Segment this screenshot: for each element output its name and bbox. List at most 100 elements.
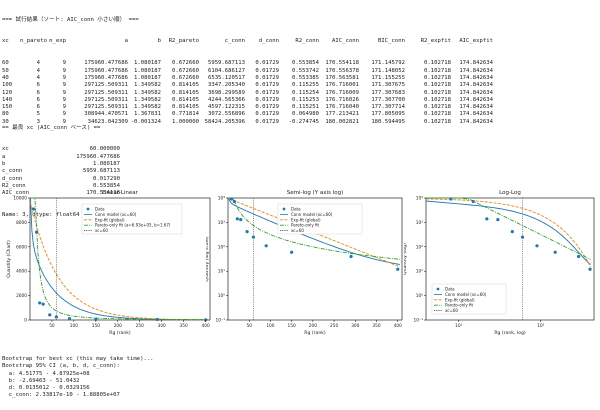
col-header-c_conn: c_conn xyxy=(224,38,245,45)
col-header-R2_pareto: R2_pareto xyxy=(168,38,199,45)
table-cell: 0.102718 xyxy=(424,96,451,103)
y-tick-label: 10000 xyxy=(13,196,27,202)
table-cell: 180.002821 xyxy=(325,118,359,125)
best-value: 5959.687113 xyxy=(82,168,120,175)
table-cell: 176.716009 xyxy=(325,89,359,96)
bootstrap-line: d: 0.0135012 - 0.0329156 xyxy=(2,385,90,392)
data-point xyxy=(48,313,52,317)
legend-label: Pareto-only fit xyxy=(291,223,320,228)
table-cell: 170.563581 xyxy=(325,74,359,81)
col-header-xc: xc xyxy=(2,38,9,45)
table-cell: 60 xyxy=(2,60,9,67)
bootstrap-line: c_conn: 2.33817e-10 - 1.88805e+07 xyxy=(2,392,120,399)
table-cell: 9 xyxy=(62,111,66,118)
bootstrap-line: b: -2.69463 - 51.0432 xyxy=(2,377,80,384)
y-tick-label: 0 xyxy=(24,318,27,324)
chart-title: Log-Log xyxy=(499,190,521,196)
table-cell: 297125.509311 xyxy=(84,96,128,103)
y-tick-label: 8000 xyxy=(16,220,27,226)
table-cell: 174.842634 xyxy=(459,60,493,67)
y-tick-label: 10¹ xyxy=(416,269,423,275)
table-cell: 0.064980 xyxy=(292,111,319,118)
data-point xyxy=(67,317,72,321)
table-cell: 9 xyxy=(62,74,66,81)
table-cell: 1.349582 xyxy=(134,89,161,96)
x-tick-label: 400 xyxy=(202,323,210,329)
best-item: c_conn 5959.687113 xyxy=(2,168,202,175)
table-cell: 4 xyxy=(36,60,40,67)
best-value: 0.553854 xyxy=(93,182,120,189)
loglog-chart-svg: Log-Log 10¹ 10² 10⁻¹ 10⁰ 10¹ 10² 10³ 10⁴ Rg (rank… xyxy=(402,190,595,336)
table-cell: 0.553742 xyxy=(292,67,319,74)
table-row: 40 4 9 175960.477686 1.080187 0.672660 6535.12… xyxy=(2,75,598,82)
table-cell: 150 xyxy=(2,104,13,111)
pareto-curve xyxy=(228,197,400,260)
data-point xyxy=(245,229,249,234)
table-cell: 1.080187 xyxy=(134,74,161,81)
plot-linear: Linear-Linear 50 100 150 200 250 300 350 400 0 200… xyxy=(0,190,215,354)
table-cell: 120 xyxy=(2,89,13,96)
data-point xyxy=(290,250,294,254)
best-items: xc 60.000000 a 175960.477686 b 1.080187 c_conn… xyxy=(2,146,202,197)
table-cell: 0.01729 xyxy=(255,118,279,125)
best-value: 60.000000 xyxy=(89,146,120,153)
x-tick-label: 250 xyxy=(136,323,144,329)
bootstrap-line: Bootstrap for best xc (this may take tim… xyxy=(2,356,154,362)
legend-label: Pareto-only fit xyxy=(445,303,474,308)
table-cell: 174.842634 xyxy=(459,74,493,81)
data-point xyxy=(510,229,514,234)
table-cell: 0.553385 xyxy=(292,74,319,81)
best-value: 1.080187 xyxy=(93,161,120,168)
best-value: 0.017290 xyxy=(93,175,120,182)
table-cell: 175960.477686 xyxy=(84,67,128,74)
table-cell: 1.080187 xyxy=(134,67,161,74)
table-cell: 3072.556896 xyxy=(207,111,245,118)
col-header-AIC_conn: AIC_conn xyxy=(332,38,359,45)
table-cell: 177.213421 xyxy=(325,111,359,118)
table-cell: 9 xyxy=(62,82,66,89)
data-point xyxy=(31,207,36,211)
table-cell: 9 xyxy=(62,60,66,67)
legend-marker xyxy=(282,207,286,211)
best-item: d_conn 0.017290 xyxy=(2,176,202,183)
table-cell: 308944.470571 xyxy=(84,111,128,118)
results-header-row: xc n_pareto n_exp a b R2_pareto c_conn d_conn R2… xyxy=(2,38,598,45)
table-cell: 0.672660 xyxy=(172,67,199,74)
table-cell: 0.01729 xyxy=(255,111,279,118)
exp-curve xyxy=(426,198,591,268)
col-header-a: a xyxy=(124,38,128,45)
table-cell: 170.554118 xyxy=(325,60,359,67)
table-cell: 0.814105 xyxy=(172,89,199,96)
table-cell: -0.001324 xyxy=(130,118,161,125)
legend-label: xc=60 xyxy=(291,228,304,233)
table-cell: 3698.299589 xyxy=(207,89,245,96)
x-tick-label: 150 xyxy=(92,323,100,329)
y-tick-label: 10⁰ xyxy=(218,293,225,299)
table-cell: 1.367831 xyxy=(134,111,161,118)
table-cell: 174.842634 xyxy=(459,82,493,89)
table-cell: 6 xyxy=(36,96,40,103)
legend-label: Pareto-only fit (a=6.93e+05, b=1.67) xyxy=(95,223,171,228)
y-tick-label: 10² xyxy=(218,244,225,250)
table-cell: 58424.205396 xyxy=(204,118,245,125)
y-tick-label: 10² xyxy=(416,244,423,250)
plot-frame xyxy=(227,197,403,321)
table-cell: 140 xyxy=(2,96,13,103)
table-cell: 174.842634 xyxy=(459,67,493,74)
table-cell: 177.307700 xyxy=(371,96,405,103)
table-cell: 174.842634 xyxy=(459,96,493,103)
table-cell: 9 xyxy=(62,96,66,103)
x-tick-label: 250 xyxy=(330,323,338,329)
x-tick-label: 100 xyxy=(70,323,78,329)
col-header-b: b xyxy=(157,38,161,45)
table-cell: 0.102718 xyxy=(424,89,451,96)
table-cell: 50 xyxy=(2,67,9,74)
y-tick-label: 10⁴ xyxy=(218,196,225,202)
legend-label: Data xyxy=(95,207,105,212)
table-cell: 34623.042309 xyxy=(87,118,128,125)
data-point xyxy=(577,254,581,259)
table-cell: 0.814105 xyxy=(172,104,199,111)
table-cell: 1.349582 xyxy=(134,104,161,111)
best-item: AIC_conn 170.554118 xyxy=(2,190,202,197)
data-point xyxy=(264,244,268,248)
